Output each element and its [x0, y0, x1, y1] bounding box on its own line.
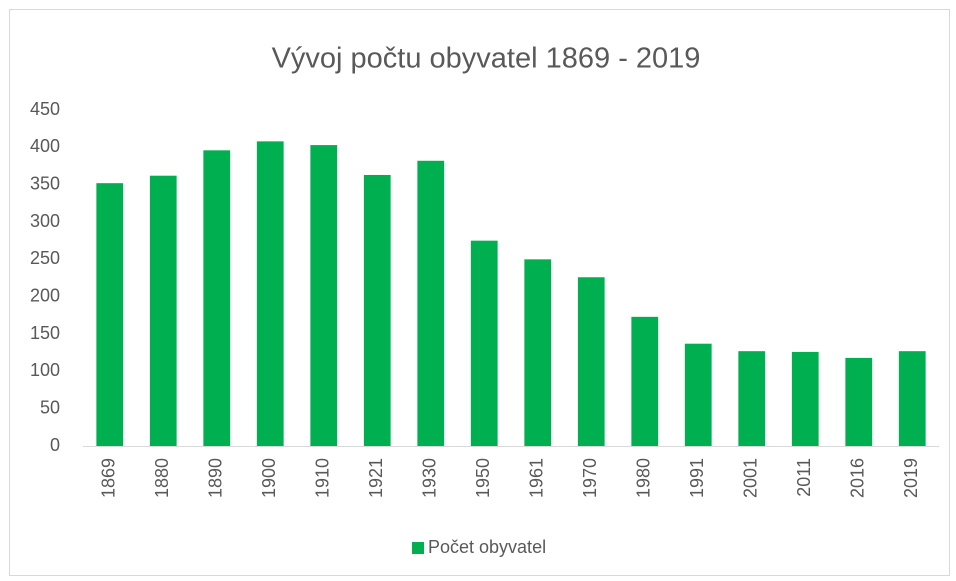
- y-tick-label: 200: [30, 285, 60, 305]
- x-tick-label: 2016: [848, 458, 868, 498]
- x-tick-label: 1900: [259, 458, 279, 498]
- y-tick-label: 350: [30, 173, 60, 193]
- chart-title: Vývoj počtu obyvatel 1869 - 2019: [272, 43, 701, 75]
- x-tick-label: 2001: [741, 458, 761, 498]
- legend-swatch: [412, 542, 424, 554]
- x-tick-label: 1921: [366, 458, 386, 498]
- bar: [203, 150, 231, 446]
- bar: [738, 351, 766, 446]
- bar: [524, 259, 552, 446]
- bar: [149, 175, 177, 446]
- bar: [470, 240, 498, 446]
- x-tick-label: 1980: [634, 458, 654, 498]
- x-tick-label: 1991: [687, 458, 707, 498]
- y-tick-label: 100: [30, 360, 60, 380]
- bar: [791, 351, 819, 446]
- x-tick-label: 1869: [99, 458, 119, 498]
- x-tick-label: 1880: [152, 458, 172, 498]
- x-tick-label: 1890: [206, 458, 226, 498]
- x-tick-label: 2011: [794, 458, 814, 497]
- x-tick-label: 1910: [313, 458, 333, 498]
- y-tick-label: 300: [30, 211, 60, 231]
- bar: [845, 357, 873, 446]
- bar: [256, 141, 284, 447]
- bar: [310, 145, 338, 447]
- x-tick-label: 1970: [580, 458, 600, 498]
- y-tick-label: 400: [30, 136, 60, 156]
- bar: [96, 183, 124, 446]
- y-tick-label: 50: [40, 397, 60, 417]
- bar: [363, 174, 391, 446]
- x-tick-label: 1961: [527, 458, 547, 498]
- bar: [898, 351, 926, 446]
- y-tick-label: 150: [30, 323, 60, 343]
- bar: [631, 316, 659, 446]
- y-tick-label: 450: [30, 99, 60, 119]
- bar: [577, 277, 605, 446]
- x-tick-label: 1950: [473, 458, 493, 498]
- bar: [417, 160, 445, 447]
- x-tick-label: 1930: [420, 458, 440, 498]
- y-tick-label: 250: [30, 248, 60, 268]
- y-tick-label: 0: [50, 435, 60, 455]
- legend-label: Počet obyvatel: [428, 537, 546, 557]
- x-tick-label: 2019: [901, 458, 921, 498]
- bar: [684, 343, 712, 446]
